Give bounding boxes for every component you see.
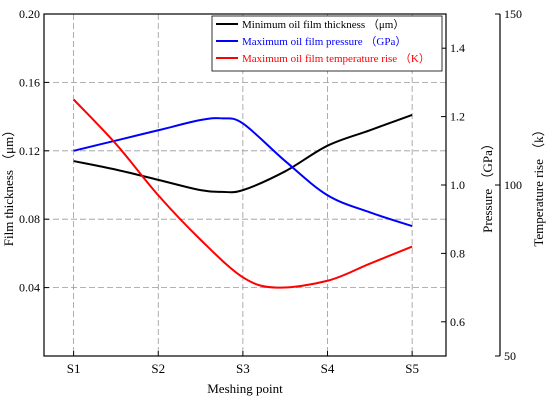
y-tick-label-left: 0.08 [19,212,40,226]
legend-box [211,15,443,72]
axes: S1 S2 S3 S4 S5 0.04 0.08 0.12 0.16 0.20 0.6 0.8 1.0 1… [19,7,522,376]
x-tick-label: S3 [236,361,250,376]
series-line-2 [73,117,413,227]
series-line-1 [73,113,413,194]
y-tick-label-left: 0.04 [19,281,40,295]
y-axis-label-left: Film thickness （μm） [1,124,16,247]
y-tick-label-left: 0.16 [19,75,40,89]
y-tick-label-temperature: 50 [504,349,516,363]
legend-label: Maximum oil film temperature rise （K） [242,52,430,65]
y-axis-label-pressure: Pressure （GPa） [480,137,495,233]
y-tick-label-pressure: 0.8 [450,246,465,260]
x-axis-label: Meshing point [207,381,283,396]
legend-label: Maximum oil film pressure （GPa） [242,35,406,48]
x-tick-label: S4 [321,361,335,376]
x-tick-label: S1 [67,361,81,376]
series-lines [72,98,413,289]
y-tick-label-pressure: 0.6 [450,315,465,329]
y-tick-label-left: 0.12 [19,144,40,158]
x-tick-label: S2 [151,361,165,376]
y-axis-label-temperature: Temperature rise （k） [531,123,546,246]
x-tick-label: S5 [405,361,419,376]
legend-label: Minimum oil film thickness （μm） [242,18,404,31]
legend: Minimum oil film thickness （μm） Maximum o… [211,15,443,72]
series-line-3 [72,98,413,289]
y-tick-label-pressure: 1.2 [450,110,465,124]
y-tick-label-temperature: 100 [504,178,522,192]
y-tick-label-pressure: 1.4 [450,41,465,55]
y-tick-label-temperature: 150 [504,7,522,21]
y-tick-label-left: 0.20 [19,7,40,21]
y-tick-label-pressure: 1.0 [450,178,465,192]
